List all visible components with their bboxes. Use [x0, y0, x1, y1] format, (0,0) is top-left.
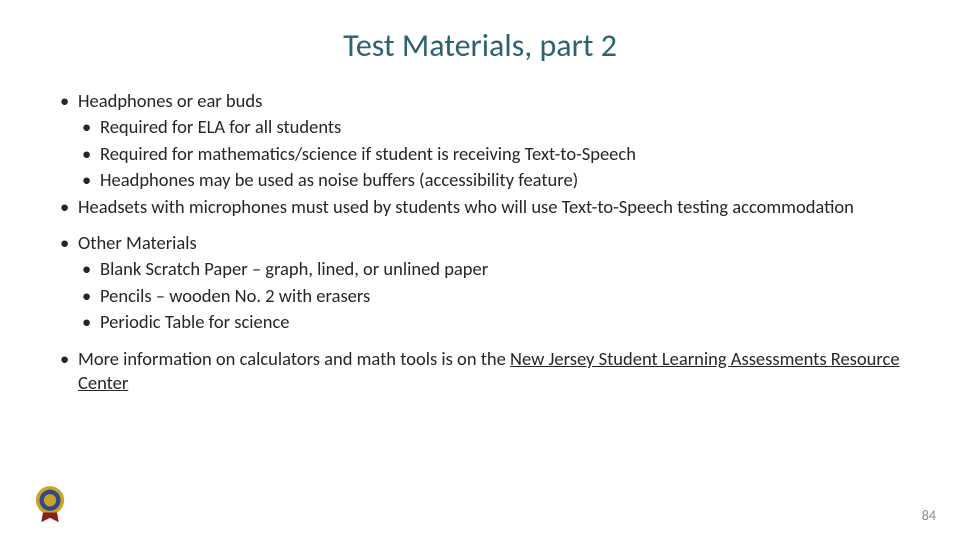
state-seal-icon	[28, 480, 72, 524]
bullet-item: Other Materials	[60, 231, 900, 255]
bullet-list: More information on calculators and math…	[60, 347, 900, 396]
bullet-subitem: Pencils – wooden No. 2 with erasers	[82, 284, 900, 308]
slide-body: Headphones or ear buds Required for ELA …	[60, 89, 900, 395]
bullet-item-link: More information on calculators and math…	[60, 347, 900, 396]
bullet-item: Headsets with microphones must used by s…	[60, 195, 900, 219]
bullet-subitem: Blank Scratch Paper – graph, lined, or u…	[82, 257, 900, 281]
page-number: 84	[922, 507, 936, 524]
bullet-text: More information on calculators and math…	[78, 347, 510, 370]
bullet-item: Headphones or ear buds	[60, 89, 900, 113]
slide-title: Test Materials, part 2	[60, 26, 900, 65]
bullet-subitem: Periodic Table for science	[82, 310, 900, 334]
slide: Test Materials, part 2 Headphones or ear…	[0, 0, 960, 540]
bullet-subitem: Required for ELA for all students	[82, 115, 900, 139]
bullet-subitem: Headphones may be used as noise buffers …	[82, 168, 900, 192]
bullet-list: Headphones or ear buds Required for ELA …	[60, 89, 900, 219]
bullet-list: Other Materials Blank Scratch Paper – gr…	[60, 231, 900, 335]
bullet-subitem: Required for mathematics/science if stud…	[82, 142, 900, 166]
